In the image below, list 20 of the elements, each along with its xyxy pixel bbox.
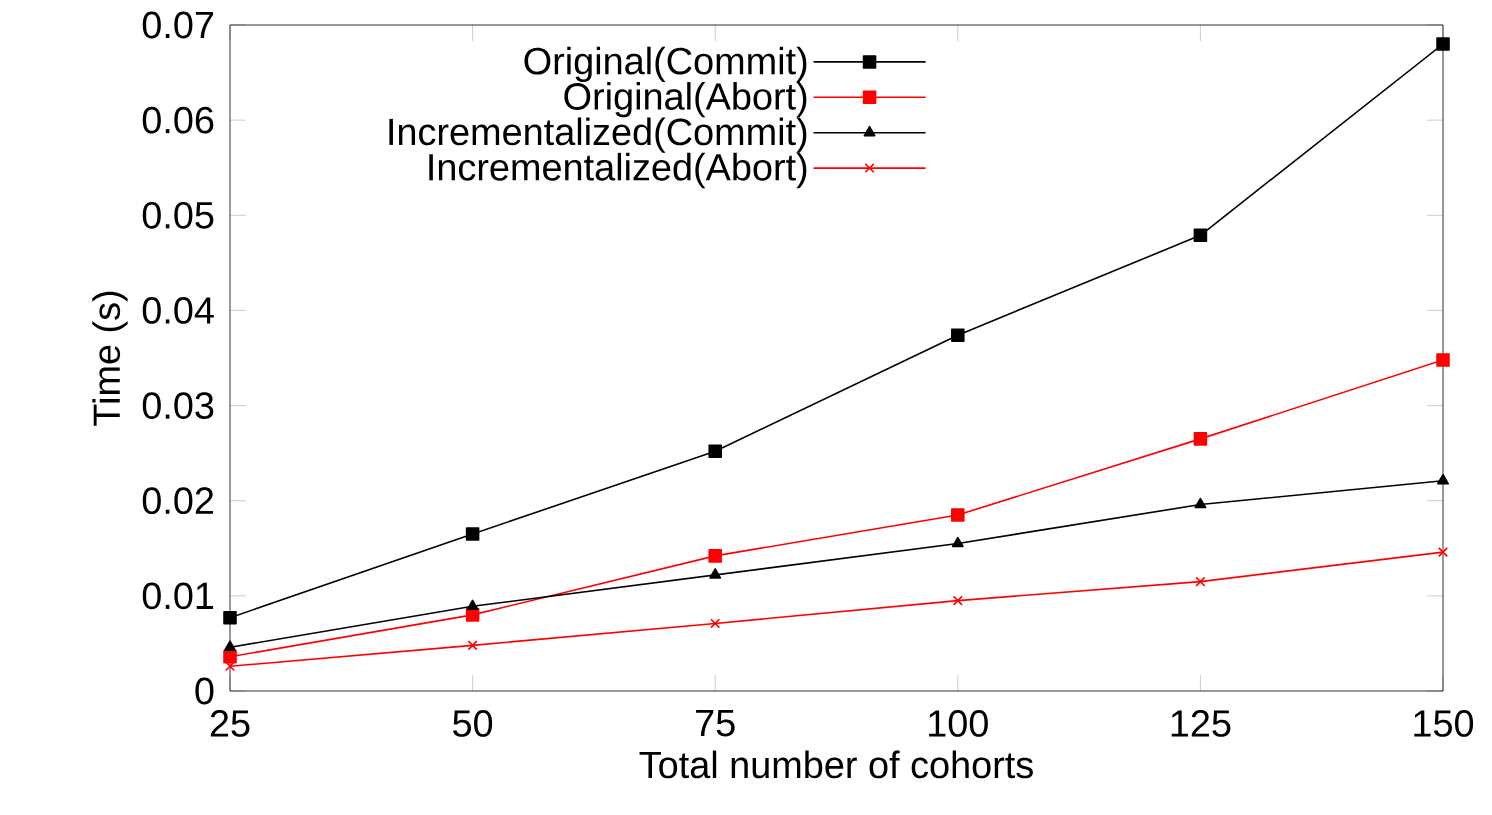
y-tick-label: 0.02 <box>142 487 214 515</box>
y-axis-title: Time (s) <box>92 291 128 426</box>
x-axis-title: Total number of cohorts <box>639 750 1033 779</box>
legend-label: Incrementalized(Commit) <box>389 117 807 153</box>
x-tick-label: 125 <box>1171 710 1231 737</box>
legend-label: Original(Commit) <box>524 46 807 82</box>
x-tick-label: 25 <box>210 710 250 737</box>
y-tick-label: 0.03 <box>142 392 214 419</box>
x-tick-label: 150 <box>1414 710 1474 737</box>
y-tick-label: 0.07 <box>142 11 214 39</box>
y-tick-label: 0.01 <box>142 582 214 610</box>
legend-label: Incrementalized(Abort) <box>429 152 807 189</box>
legend-label: Original(Abort) <box>564 82 807 118</box>
y-tick-label: 0 <box>195 677 214 705</box>
x-tick-label: 75 <box>696 710 735 737</box>
y-tick-label: 0.06 <box>142 106 214 134</box>
x-tick-label: 50 <box>453 710 493 737</box>
y-tick-label: 0.04 <box>142 297 214 324</box>
y-tick-label: 0.05 <box>142 201 214 229</box>
x-tick-label: 100 <box>929 710 988 737</box>
